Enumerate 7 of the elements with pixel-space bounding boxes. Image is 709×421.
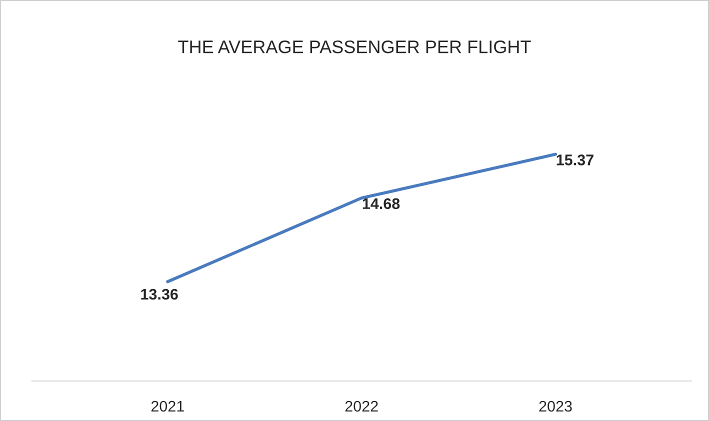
- x-tick-label: 2023: [539, 400, 572, 412]
- x-tick-label: 2022: [345, 400, 378, 412]
- chart-title: THE AVERAGE PASSENGER PER FLIGHT: [178, 40, 531, 54]
- data-label: 13.36: [141, 288, 178, 300]
- data-label: 14.68: [362, 198, 400, 210]
- data-label: 15.37: [556, 154, 594, 166]
- x-tick-label: 2021: [151, 400, 184, 412]
